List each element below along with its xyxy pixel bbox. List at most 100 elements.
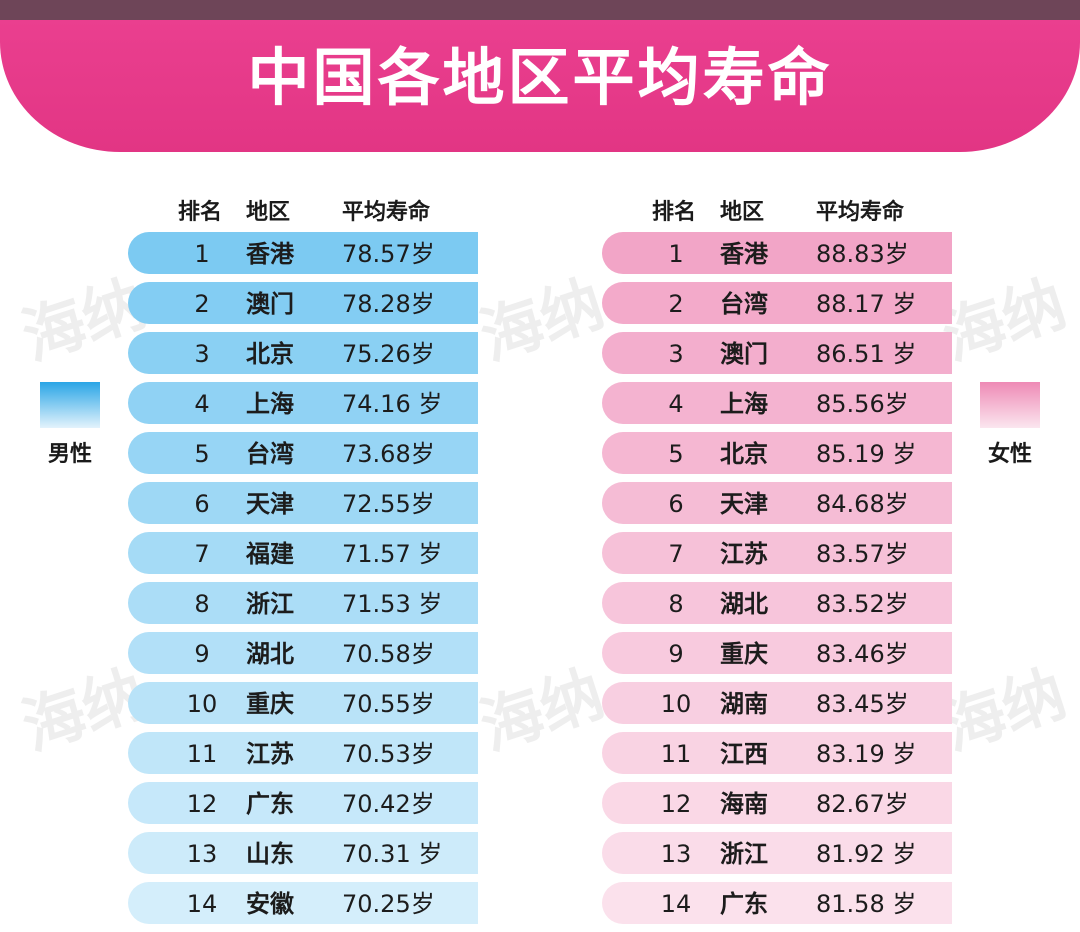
table-row: 7 福建 71.57 岁 <box>128 532 478 574</box>
rank-cell: 13 <box>660 840 692 868</box>
table-row: 14 安徽 70.25岁 <box>128 882 478 924</box>
life-expectancy-cell: 71.53 岁 <box>342 590 443 618</box>
life-expectancy-cell: 72.55岁 <box>342 490 435 518</box>
rank-cell: 13 <box>186 840 218 868</box>
male-legend-label: 男性 <box>47 442 92 467</box>
table-row: 5 北京 85.19 岁 <box>602 432 952 474</box>
life-expectancy-cell: 70.55岁 <box>342 690 435 718</box>
rank-cell: 5 <box>194 440 210 468</box>
region-cell: 海南 <box>720 790 768 818</box>
table-row: 8 浙江 71.53 岁 <box>128 582 478 624</box>
rank-cell: 8 <box>668 590 684 618</box>
female-legend: 女性 <box>980 382 1040 468</box>
table-row: 6 天津 84.68岁 <box>602 482 952 524</box>
table-row: 9 重庆 83.46岁 <box>602 632 952 674</box>
table-row: 2 台湾 88.17 岁 <box>602 282 952 324</box>
table-row: 5 台湾 73.68岁 <box>128 432 478 474</box>
life-expectancy-cell: 88.17 岁 <box>816 290 917 318</box>
life-expectancy-cell: 70.25岁 <box>342 890 435 918</box>
region-cell: 天津 <box>246 490 294 518</box>
region-cell: 北京 <box>246 340 294 368</box>
rank-cell: 12 <box>186 790 218 818</box>
region-cell: 山东 <box>246 840 294 868</box>
region-cell: 香港 <box>246 240 294 268</box>
table-row: 10 湖南 83.45岁 <box>602 682 952 724</box>
life-expectancy-cell: 78.28岁 <box>342 290 435 318</box>
table-row: 12 海南 82.67岁 <box>602 782 952 824</box>
life-expectancy-cell: 75.26岁 <box>342 340 435 368</box>
rank-cell: 5 <box>668 440 684 468</box>
watermark: 海纳 <box>471 656 612 765</box>
rank-cell: 11 <box>186 740 218 768</box>
table-row: 9 湖北 70.58岁 <box>128 632 478 674</box>
life-expectancy-cell: 70.58岁 <box>342 640 435 668</box>
table-row: 13 山东 70.31 岁 <box>128 832 478 874</box>
life-expectancy-cell: 85.19 岁 <box>816 440 917 468</box>
life-expectancy-cell: 88.83岁 <box>816 240 909 268</box>
region-cell: 台湾 <box>246 440 294 468</box>
header-rank: 排名 <box>652 200 697 225</box>
table-row: 3 澳门 86.51 岁 <box>602 332 952 374</box>
table-row: 4 上海 74.16 岁 <box>128 382 478 424</box>
rank-cell: 9 <box>668 640 684 668</box>
rank-cell: 10 <box>186 690 218 718</box>
table-header: 排名 地区 平均寿命 <box>128 196 488 232</box>
male-life-expectancy-table: 排名 地区 平均寿命 1 香港 78.57岁 2 澳门 78.28岁 3 北京 75.26岁 4 上… <box>128 196 488 932</box>
table-row: 7 江苏 83.57岁 <box>602 532 952 574</box>
life-expectancy-cell: 70.53岁 <box>342 740 435 768</box>
life-expectancy-cell: 74.16 岁 <box>342 390 443 418</box>
header-life-expectancy: 平均寿命 <box>342 200 431 225</box>
region-cell: 重庆 <box>720 640 768 668</box>
rank-cell: 3 <box>194 340 210 368</box>
region-cell: 福建 <box>246 540 294 568</box>
table-row: 1 香港 78.57岁 <box>128 232 478 274</box>
table-row: 11 江苏 70.53岁 <box>128 732 478 774</box>
life-expectancy-cell: 71.57 岁 <box>342 540 443 568</box>
life-expectancy-cell: 82.67岁 <box>816 790 909 818</box>
region-cell: 江苏 <box>720 540 768 568</box>
life-expectancy-cell: 86.51 岁 <box>816 340 917 368</box>
table-row: 6 天津 72.55岁 <box>128 482 478 524</box>
female-life-expectancy-table: 排名 地区 平均寿命 1 香港 88.83岁 2 台湾 88.17 岁 3 澳门 86.51 岁… <box>602 196 962 932</box>
region-cell: 台湾 <box>720 290 768 318</box>
header-region: 地区 <box>246 200 291 225</box>
life-expectancy-cell: 83.46岁 <box>816 640 909 668</box>
rank-cell: 6 <box>668 490 684 518</box>
rank-cell: 2 <box>668 290 684 318</box>
region-cell: 香港 <box>720 240 768 268</box>
header-region: 地区 <box>720 200 765 225</box>
rank-cell: 7 <box>194 540 210 568</box>
region-cell: 安徽 <box>246 890 294 918</box>
rank-cell: 4 <box>194 390 210 418</box>
rank-cell: 8 <box>194 590 210 618</box>
region-cell: 江苏 <box>246 740 294 768</box>
table-row: 10 重庆 70.55岁 <box>128 682 478 724</box>
region-cell: 湖北 <box>246 640 294 668</box>
life-expectancy-cell: 70.31 岁 <box>342 840 443 868</box>
female-legend-label: 女性 <box>987 442 1032 467</box>
table-row: 2 澳门 78.28岁 <box>128 282 478 324</box>
life-expectancy-cell: 85.56岁 <box>816 390 909 418</box>
table-row: 8 湖北 83.52岁 <box>602 582 952 624</box>
female-rows: 1 香港 88.83岁 2 台湾 88.17 岁 3 澳门 86.51 岁 4 上海 85.56岁 5 北… <box>602 232 962 924</box>
header-life-expectancy: 平均寿命 <box>816 200 905 225</box>
region-cell: 广东 <box>246 790 294 818</box>
rank-cell: 1 <box>194 240 210 268</box>
life-expectancy-cell: 83.45岁 <box>816 690 909 718</box>
rank-cell: 14 <box>660 890 692 918</box>
region-cell: 浙江 <box>246 590 294 618</box>
region-cell: 天津 <box>720 490 768 518</box>
table-row: 12 广东 70.42岁 <box>128 782 478 824</box>
table-row: 1 香港 88.83岁 <box>602 232 952 274</box>
table-row: 13 浙江 81.92 岁 <box>602 832 952 874</box>
table-row: 4 上海 85.56岁 <box>602 382 952 424</box>
life-expectancy-cell: 81.58 岁 <box>816 890 917 918</box>
rank-cell: 14 <box>186 890 218 918</box>
region-cell: 上海 <box>246 390 294 418</box>
region-cell: 湖南 <box>720 690 768 718</box>
life-expectancy-cell: 78.57岁 <box>342 240 435 268</box>
region-cell: 上海 <box>720 390 768 418</box>
rank-cell: 7 <box>668 540 684 568</box>
female-color-swatch <box>980 382 1040 428</box>
table-row: 11 江西 83.19 岁 <box>602 732 952 774</box>
